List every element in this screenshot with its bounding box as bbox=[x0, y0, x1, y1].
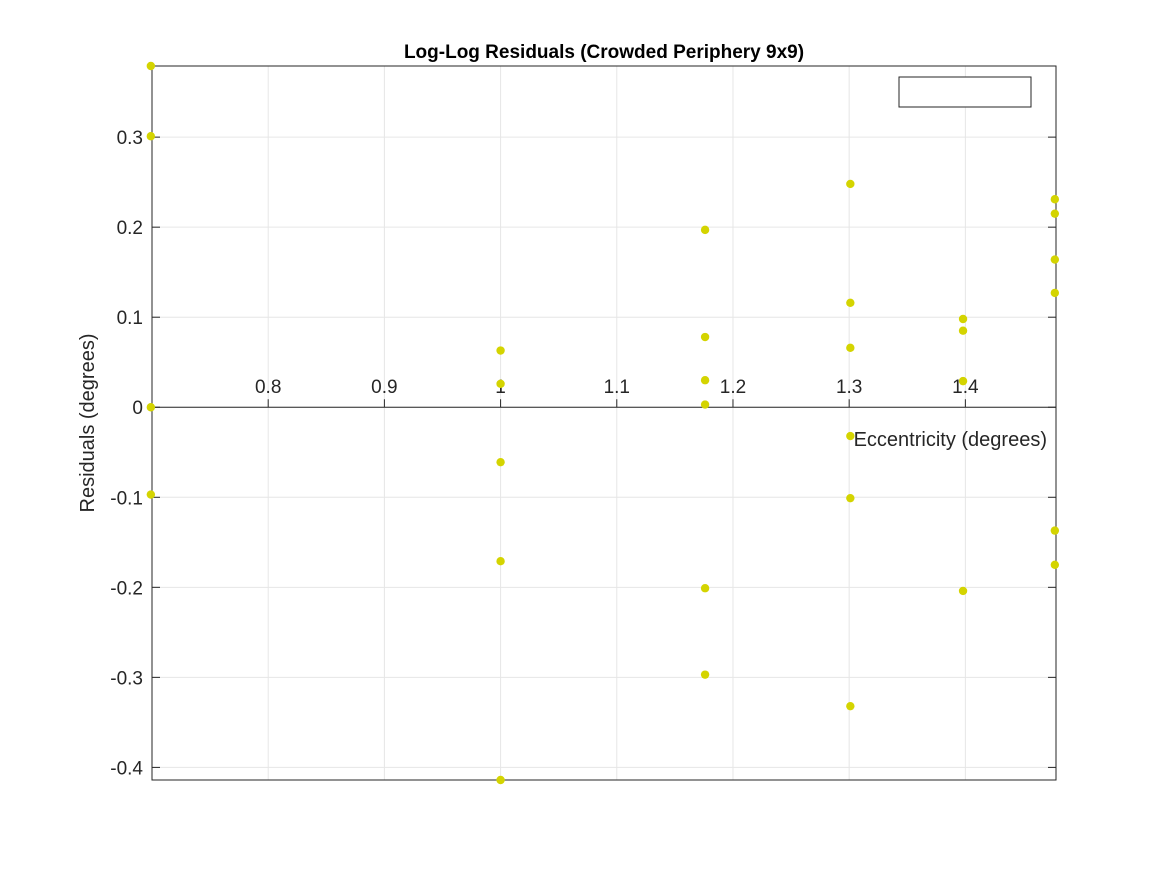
x-axis-title: Eccentricity (degrees) bbox=[854, 429, 1047, 451]
axis-lines bbox=[151, 66, 1056, 780]
data-point bbox=[496, 346, 505, 355]
data-point bbox=[496, 775, 505, 785]
data-point bbox=[146, 61, 156, 71]
data-point bbox=[1050, 209, 1060, 218]
y-tick-label: -0.1 bbox=[110, 488, 143, 509]
data-point bbox=[1050, 560, 1060, 570]
legend-box bbox=[898, 76, 1032, 108]
data-point bbox=[958, 326, 968, 335]
data-point bbox=[700, 400, 710, 409]
y-tick-label: 0.2 bbox=[117, 218, 143, 239]
data-point bbox=[700, 225, 710, 235]
y-tick-label: 0.1 bbox=[117, 308, 143, 329]
data-point bbox=[958, 314, 968, 324]
data-point bbox=[846, 343, 855, 353]
x-tick-label: 0.9 bbox=[371, 377, 397, 398]
data-point bbox=[700, 332, 710, 342]
data-point bbox=[846, 431, 855, 441]
data-point bbox=[846, 493, 855, 503]
x-tick-label: 1.1 bbox=[604, 377, 630, 398]
data-point bbox=[846, 179, 855, 189]
y-tick-label: 0 bbox=[132, 398, 143, 419]
x-tick-label: 1.4 bbox=[952, 377, 979, 398]
data-point bbox=[1050, 288, 1060, 298]
data-point bbox=[496, 457, 505, 467]
y-axis-title: Residuals (degrees) bbox=[77, 334, 99, 513]
y-tick-label: -0.2 bbox=[110, 578, 143, 599]
x-tick-label: 1.2 bbox=[720, 377, 746, 398]
data-point bbox=[1050, 195, 1060, 204]
data-point bbox=[496, 379, 505, 389]
data-point bbox=[700, 670, 710, 679]
x-tick-label: 0.8 bbox=[255, 377, 281, 398]
data-point bbox=[958, 376, 968, 386]
data-point bbox=[700, 584, 710, 593]
y-tick-label: 0.3 bbox=[117, 128, 143, 149]
x-tick-label: 1.3 bbox=[836, 377, 862, 398]
data-point bbox=[700, 376, 710, 385]
y-tick-label: -0.3 bbox=[110, 668, 143, 689]
chart-title: Log-Log Residuals (Crowded Periphery 9x9… bbox=[404, 42, 804, 63]
data-point bbox=[846, 701, 855, 711]
data-point bbox=[1050, 526, 1060, 535]
data-point bbox=[146, 403, 156, 412]
data-point bbox=[846, 298, 855, 307]
data-points bbox=[146, 61, 1060, 785]
data-point bbox=[496, 557, 505, 566]
data-point bbox=[146, 490, 156, 499]
y-tick-label: -0.4 bbox=[110, 758, 143, 779]
data-point bbox=[146, 132, 156, 141]
data-point bbox=[1050, 255, 1060, 264]
data-point bbox=[958, 586, 968, 596]
plot-area bbox=[152, 66, 1056, 780]
